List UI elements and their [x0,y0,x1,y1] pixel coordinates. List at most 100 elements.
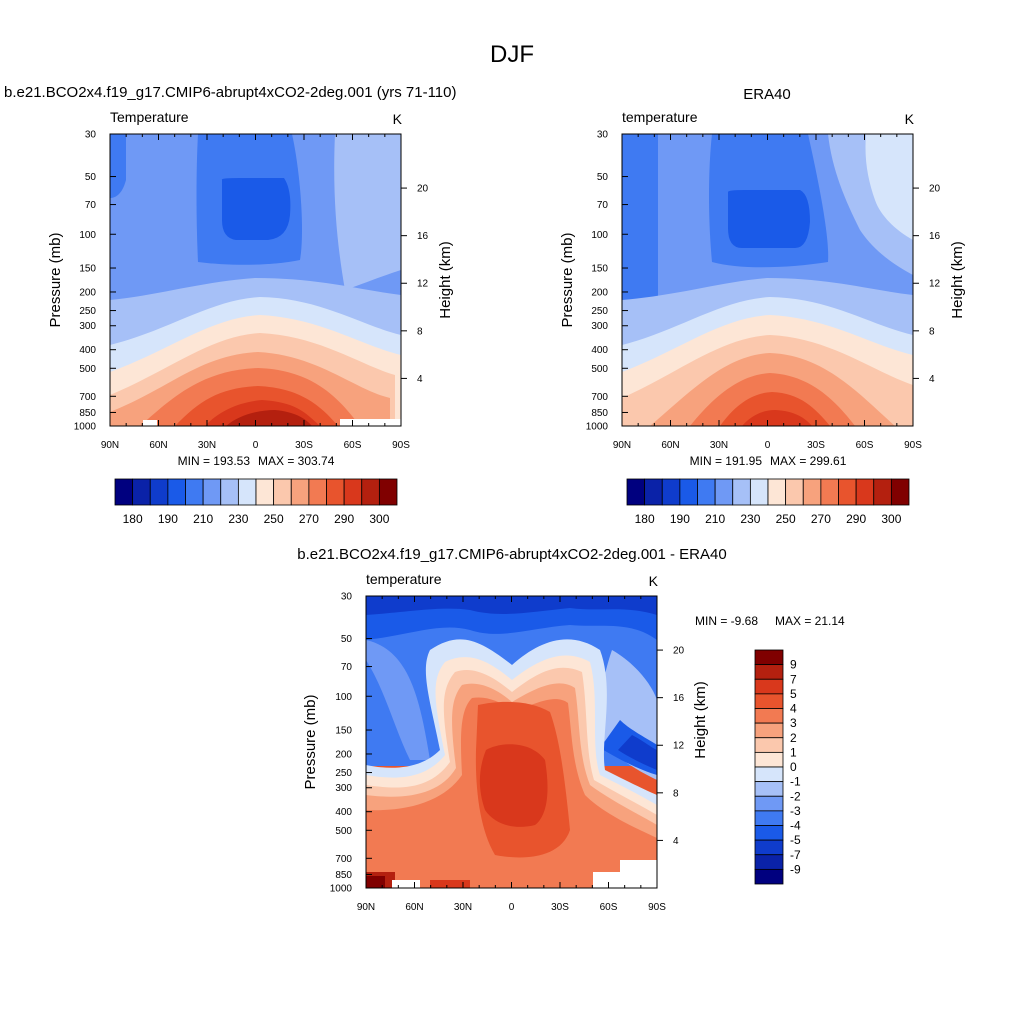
pressure-tick-label: 30 [85,130,97,141]
colorbar-label: 250 [776,512,796,526]
pressure-tick-label: 150 [335,726,352,737]
colorbar-swatch [754,781,784,797]
panel-model-max: MAX = 303.74 [258,454,335,468]
lat-tick-label: 30N [198,440,216,451]
colorbar-swatch [714,478,734,506]
lat-tick-label: 90N [357,902,375,913]
colorbar-label: 3 [790,716,797,730]
lat-tick-label: 60S [344,440,362,451]
panel-era40-units: K [905,111,915,127]
lat-tick-label: 0 [253,440,259,451]
colorbar-swatch [149,478,169,506]
colorbar-swatch [754,854,784,870]
panel-diff-variable: temperature [366,571,442,587]
height-tick-label: 12 [929,279,941,290]
pressure-tick-label: 250 [79,306,96,317]
panel-era40-max: MAX = 299.61 [770,454,847,468]
pressure-tick-label: 200 [335,749,352,760]
colorbar-swatch [754,810,784,826]
pressure-tick-label: 70 [597,200,609,211]
pressure-tick-label: 700 [591,392,608,403]
colorbar-label: -5 [790,833,801,847]
pressure-tick-label: 400 [335,807,352,818]
colorbar-swatch [754,825,784,841]
height-tick-label: 12 [673,741,685,752]
colorbar-label: -4 [790,819,801,833]
height-tick-label: 4 [673,836,679,847]
colorbar-swatch [754,751,784,768]
lat-tick-label: 30S [807,440,825,451]
colorbar-swatch [820,478,839,506]
colorbar-swatch [644,478,663,506]
pressure-tick-label: 1000 [74,422,97,433]
colorbar-label: 9 [790,658,797,672]
colorbar-swatch [890,478,910,506]
panel-era40-field [622,134,913,426]
colorbar-swatch [873,478,892,506]
height-tick-label: 16 [417,231,429,242]
colorbar-swatch [343,478,363,506]
pressure-tick-label: 300 [79,321,96,332]
panel-model-colorbar: 180 190 210 230 250 270 290 300 [114,478,398,526]
pressure-tick-label: 850 [335,870,352,881]
panel-model-field [110,134,401,426]
colorbar-swatch [114,478,134,506]
colorbar-swatch [202,478,222,506]
pressure-tick-label: 50 [341,634,353,645]
pressure-tick-label: 850 [79,408,96,419]
colorbar-swatch [754,839,784,856]
pressure-tick-label: 500 [79,364,96,375]
figure-title: DJF [490,41,534,68]
colorbar-swatch [754,868,784,885]
pressure-tick-label: 30 [597,130,609,141]
colorbar-swatch [785,478,804,506]
panel-model-units: K [393,111,403,127]
panel-era40-variable: temperature [622,109,698,125]
height-tick-label: 8 [417,326,423,337]
colorbar-label: 190 [670,512,690,526]
panel-diff-ylabel: Pressure (mb) [302,694,319,789]
colorbar-swatch [697,478,716,506]
lat-tick-label: 60N [405,902,423,913]
colorbar-swatch [754,722,784,739]
colorbar-label: 230 [228,512,248,526]
colorbar-label: 4 [790,702,797,716]
height-tick-label: 4 [417,374,423,385]
panel-era40-title: ERA40 [743,86,791,103]
pressure-tick-label: 70 [85,200,97,211]
colorbar-label: 300 [881,512,901,526]
panel-model-variable: Temperature [110,109,189,125]
colorbar-swatch [749,478,769,506]
pressure-tick-label: 50 [597,172,609,183]
colorbar-swatch [838,478,857,506]
lat-tick-label: 90S [392,440,410,451]
panel-diff-max: MAX = 21.14 [775,614,845,628]
colorbar-label: 1 [790,745,797,759]
colorbar-label: -9 [790,862,801,876]
colorbar-swatch [754,649,784,666]
panel-diff: b.e21.BCO2x4.f19_g17.CMIP6-abrupt4xCO2-2… [297,546,845,913]
pressure-tick-label: 100 [79,230,96,241]
colorbar-swatch [255,478,275,506]
colorbar-label: 7 [790,672,797,686]
panel-era40: ERA40 temperature K 30507010015020025030… [559,86,966,526]
panel-era40-min: MIN = 191.95 [690,454,763,468]
pressure-tick-label: 200 [591,287,608,298]
pressure-tick-label: 400 [79,345,96,356]
panel-era40-ylabel-right: Height (km) [949,241,966,319]
colorbar-label: 290 [334,512,354,526]
colorbar-swatch [732,478,751,506]
panel-model-ylabel: Pressure (mb) [47,232,64,327]
lat-tick-label: 60N [661,440,679,451]
lat-tick-label: 0 [765,440,771,451]
pressure-tick-label: 200 [79,287,96,298]
panel-era40-axes: 3050701001502002503004005007008501000481… [586,130,941,452]
panel-model-min: MIN = 193.53 [178,454,251,468]
colorbar-swatch [802,478,822,506]
colorbar-label: 250 [264,512,284,526]
pressure-tick-label: 30 [341,592,353,603]
colorbar-label: 190 [158,512,178,526]
panel-model-title: b.e21.BCO2x4.f19_g17.CMIP6-abrupt4xCO2-2… [4,84,456,101]
lat-tick-label: 90S [904,440,922,451]
